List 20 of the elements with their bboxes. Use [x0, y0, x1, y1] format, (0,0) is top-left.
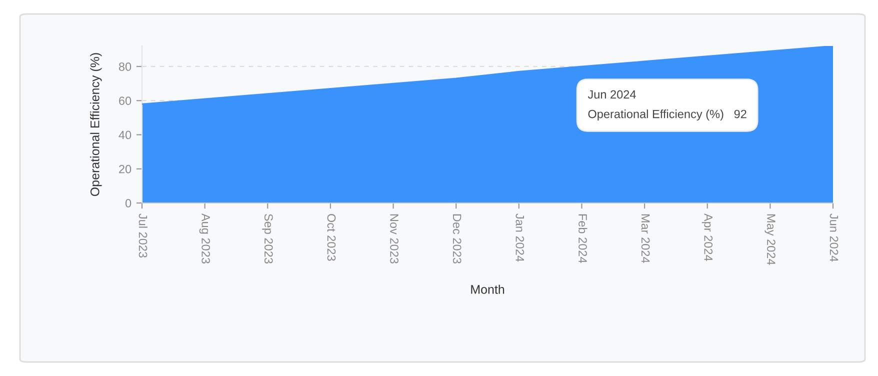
x-tick-label: May 2024 [764, 214, 776, 265]
x-axis-title: Month [471, 284, 504, 294]
x-tick-label: Aug 2023 [199, 213, 210, 264]
y-tick-label: 80 [118, 62, 132, 71]
x-tick-label: Jan 2024 [516, 214, 524, 262]
x-tick-label: Oct 2023 [327, 214, 336, 261]
x-tick-label: Mar 2024 [641, 214, 650, 263]
x-tick-label: Dec 2023 [452, 214, 462, 264]
y-tick-label: 40 [118, 130, 132, 140]
y-axis-title: Operational Efficiency (%) [90, 53, 102, 196]
x-tick-label: Sep 2023 [262, 214, 273, 264]
x-tick-label: Nov 2023 [390, 214, 398, 264]
y-tick-label: 20 [119, 164, 132, 174]
x-tick-label: Jun 2024 [830, 214, 838, 262]
y-tick-label: 0 [125, 199, 132, 208]
x-tick-label: Apr 2024 [702, 213, 713, 261]
y-tick-label: 60 [119, 96, 132, 106]
x-tick-label: Jul 2023 [138, 214, 148, 258]
x-tick-label: Feb 2024 [578, 214, 588, 263]
annotation: Jun 2024 Operational Efficiency (%) 92 [588, 90, 746, 121]
